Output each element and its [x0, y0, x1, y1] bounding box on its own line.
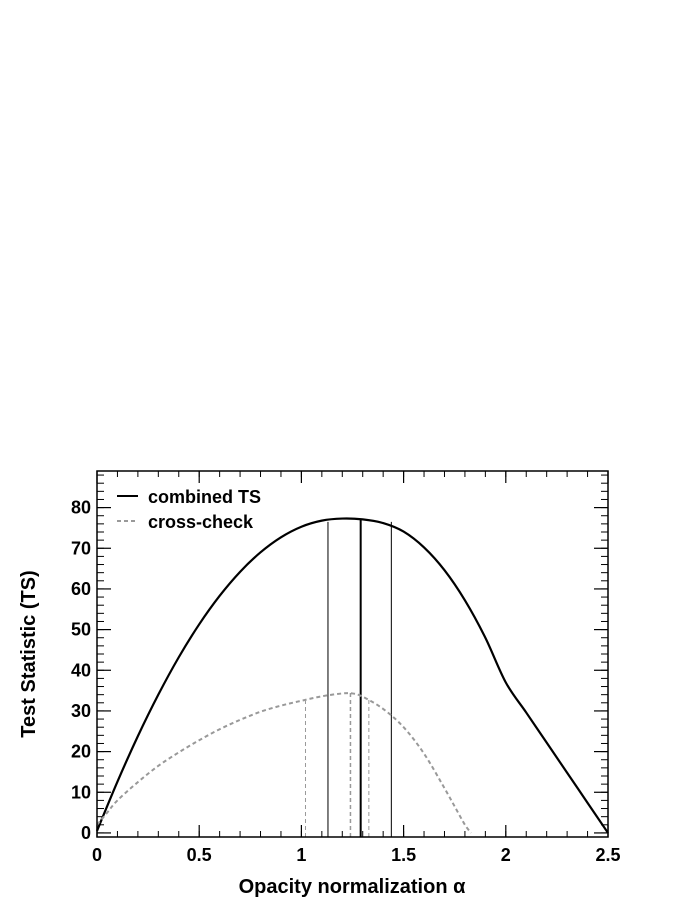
x-tick-label: 2.5	[595, 845, 620, 865]
y-tick-label: 70	[71, 538, 91, 558]
plot-frame	[96, 470, 609, 838]
x-tick-label: 2	[501, 845, 511, 865]
x-tick-label: 1.5	[391, 845, 416, 865]
series-line-cross-check	[96, 692, 472, 834]
y-tick-label: 0	[81, 823, 91, 843]
y-tick-label: 10	[71, 782, 91, 802]
x-tick-label: 0	[92, 845, 102, 865]
y-tick-label: 80	[71, 498, 91, 518]
x-tick-label: 0.5	[187, 845, 212, 865]
legend-label: combined TS	[148, 487, 261, 507]
x-tick-label: 1	[296, 845, 306, 865]
y-tick-label: 40	[71, 660, 91, 680]
y-tick-label: 50	[71, 620, 91, 640]
y-axis-title: Test Statistic (TS)	[18, 570, 40, 737]
x-axis-title: Opacity normalization α	[239, 876, 466, 898]
y-tick-label: 20	[71, 742, 91, 762]
y-tick-label: 60	[71, 579, 91, 599]
legend-label: cross-check	[148, 512, 254, 532]
y-tick-label: 30	[71, 701, 91, 721]
series-line-combined-ts	[95, 517, 609, 834]
